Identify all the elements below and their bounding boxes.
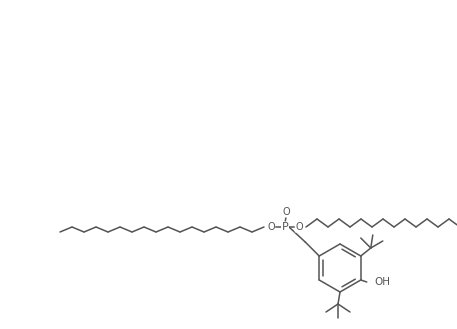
- Text: O: O: [282, 207, 290, 217]
- Text: P: P: [282, 222, 288, 232]
- Text: O: O: [267, 222, 275, 232]
- Text: O: O: [295, 222, 303, 232]
- Text: OH: OH: [375, 277, 391, 287]
